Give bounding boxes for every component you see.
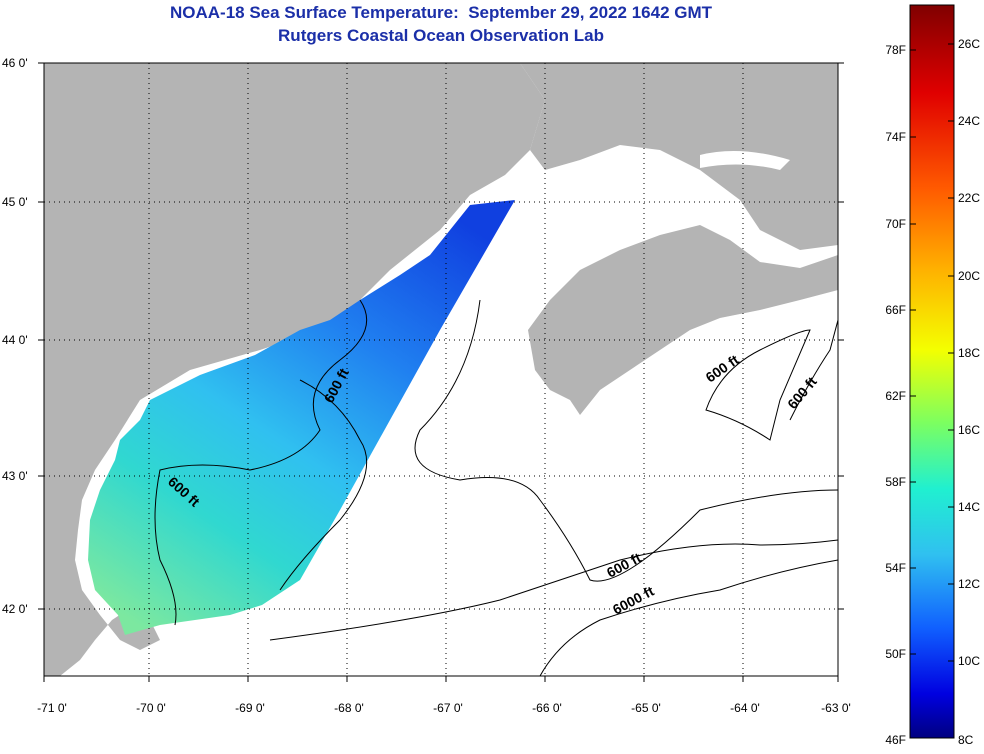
colorbar — [909, 4, 955, 739]
lon-label: -65 0' — [631, 701, 661, 715]
lon-label: -69 0' — [235, 701, 265, 715]
lat-label: 45 0' — [2, 195, 28, 209]
colorbar-c-label: 8C — [958, 733, 974, 747]
map-frame — [43, 62, 839, 677]
lat-label: 44 0' — [2, 333, 28, 347]
lon-label: -67 0' — [433, 701, 463, 715]
map-title: NOAA-18 Sea Surface Temperature: Septemb… — [169, 3, 713, 22]
colorbar-c-label: 18C — [958, 346, 980, 360]
colorbar-f-label: 58F — [885, 475, 906, 489]
colorbar-c-label: 26C — [958, 37, 980, 51]
colorbar-f-label: 70F — [885, 217, 906, 231]
bathymetry-contours — [154, 299, 838, 676]
lon-label: -71 0' — [37, 701, 67, 715]
land-pei — [700, 151, 790, 170]
colorbar-c-label: 14C — [958, 500, 980, 514]
colorbar-f-label: 66F — [885, 303, 906, 317]
colorbar-ticks — [910, 43, 954, 662]
lon-label: -66 0' — [532, 701, 562, 715]
colorbar-c-label: 12C — [958, 577, 980, 591]
lon-label: -64 0' — [730, 701, 760, 715]
colorbar-f-label: 46F — [885, 733, 906, 747]
lon-label: -68 0' — [334, 701, 364, 715]
graticule — [44, 63, 838, 676]
land-new-england — [44, 63, 545, 676]
lon-label: -63 0' — [821, 701, 851, 715]
colorbar-f-label: 78F — [885, 43, 906, 57]
colorbar-c-label: 20C — [958, 269, 980, 283]
lat-label: 46 0' — [2, 56, 28, 70]
land-canada-maritimes-north — [520, 63, 838, 250]
lon-label: -70 0' — [136, 701, 166, 715]
sst-swath — [88, 200, 515, 635]
lat-label: 43 0' — [2, 469, 28, 483]
axis-ticks — [38, 62, 844, 682]
lat-label: 42 0' — [2, 602, 28, 616]
colorbar-c-label: 16C — [958, 423, 980, 437]
colorbar-f-label: 74F — [885, 130, 906, 144]
map-subtitle: Rutgers Coastal Ocean Observation Lab — [278, 26, 604, 45]
colorbar-f-label: 54F — [885, 561, 906, 575]
colorbar-f-label: 62F — [885, 389, 906, 403]
colorbar-c-label: 10C — [958, 654, 980, 668]
colorbar-c-label: 22C — [958, 191, 980, 205]
colorbar-f-label: 50F — [885, 647, 906, 661]
land-nova-scotia — [528, 225, 838, 415]
colorbar-c-label: 24C — [958, 114, 980, 128]
